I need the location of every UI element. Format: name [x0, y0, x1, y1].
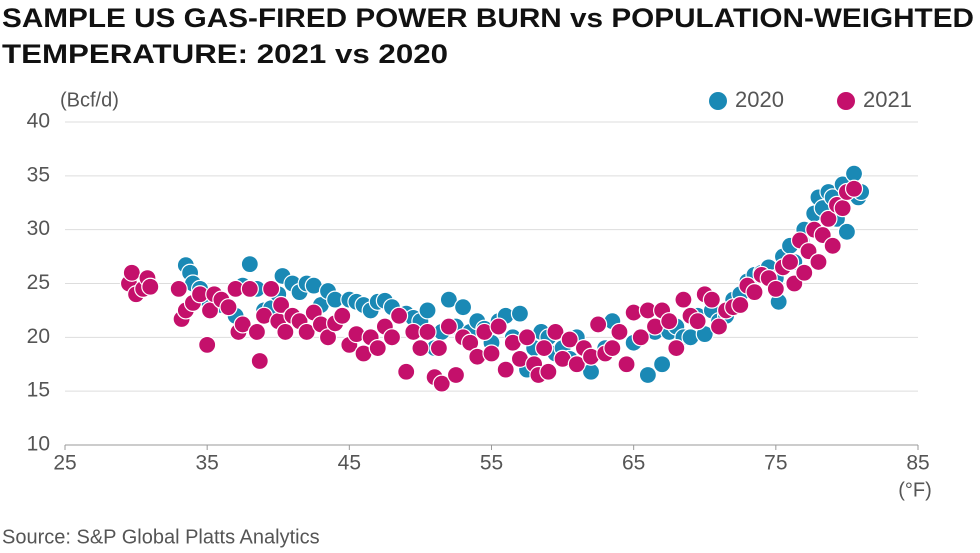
point	[169, 279, 188, 298]
point	[240, 255, 259, 274]
y-tick-label: 20	[27, 325, 50, 348]
point	[297, 322, 316, 342]
point	[397, 362, 416, 381]
point	[439, 317, 458, 336]
point	[389, 306, 409, 325]
x-tick-label: 45	[338, 452, 361, 475]
point	[819, 209, 838, 228]
legend: 2020 2021	[709, 87, 912, 112]
point	[731, 295, 750, 315]
point	[702, 290, 721, 309]
point	[837, 222, 857, 241]
point	[411, 339, 430, 358]
point	[844, 179, 864, 198]
y-tick-label: 30	[27, 217, 50, 240]
point	[496, 360, 515, 379]
point	[333, 306, 352, 325]
point	[809, 252, 828, 272]
point	[617, 355, 636, 374]
legend-label: 2021	[863, 87, 912, 112]
point	[250, 351, 269, 371]
point	[560, 330, 579, 349]
point	[233, 315, 252, 334]
point	[141, 277, 160, 296]
point	[432, 374, 451, 393]
legend-marker	[709, 92, 727, 110]
legend-label: 2020	[735, 87, 784, 112]
source: Source: S&P Global Platts Analytics	[2, 526, 320, 548]
point	[745, 283, 764, 302]
point	[610, 322, 629, 342]
points	[119, 164, 871, 393]
point	[122, 263, 141, 282]
point	[795, 263, 814, 282]
point	[382, 328, 402, 347]
point	[418, 322, 437, 342]
point	[418, 301, 437, 320]
point	[198, 335, 217, 354]
point	[567, 355, 586, 374]
point	[652, 355, 672, 374]
point	[276, 322, 295, 342]
point	[603, 339, 622, 358]
grid: 10 15 20 25 30 35 40 25 35 45 55 65 75 85	[27, 110, 930, 475]
point	[546, 322, 565, 342]
x-tick-label: 35	[195, 452, 218, 475]
x-axis-label: (°F)	[898, 479, 932, 501]
legend-marker	[837, 92, 855, 110]
point	[709, 317, 729, 336]
point	[453, 298, 473, 317]
point	[667, 339, 686, 358]
point	[638, 365, 657, 385]
chart-title: TEMPERATURE: 2021 vs 2020	[2, 39, 448, 69]
point	[510, 304, 530, 323]
point	[823, 236, 842, 255]
point	[240, 279, 259, 298]
point	[631, 328, 650, 347]
point	[535, 339, 554, 358]
point	[368, 339, 387, 358]
point	[688, 312, 707, 331]
point	[271, 295, 291, 315]
x-tick-label: 25	[53, 452, 76, 475]
chart-title: SAMPLE US GAS-FIRED POWER BURN vs POPULA…	[2, 3, 974, 33]
point	[844, 164, 864, 183]
point	[833, 199, 852, 218]
point	[489, 317, 508, 336]
point	[780, 252, 800, 272]
point	[219, 298, 238, 317]
point	[262, 279, 281, 298]
point	[589, 315, 608, 334]
y-tick-label: 35	[27, 163, 50, 186]
point	[660, 312, 679, 331]
point	[539, 362, 558, 381]
point	[482, 344, 501, 363]
y-tick-label: 15	[27, 379, 50, 402]
y-tick-label: 10	[27, 433, 50, 456]
x-tick-label: 75	[764, 452, 787, 475]
point	[517, 328, 537, 347]
y-axis-label: (Bcf/d)	[60, 89, 119, 111]
point	[429, 339, 448, 358]
point	[439, 290, 458, 309]
x-tick-label: 55	[480, 452, 503, 475]
point	[674, 290, 693, 309]
y-tick-label: 25	[27, 271, 50, 294]
point	[766, 279, 785, 298]
y-tick-label: 40	[27, 110, 50, 133]
x-tick-label: 85	[906, 452, 929, 475]
x-tick-label: 65	[622, 452, 645, 475]
point	[446, 365, 466, 385]
point	[247, 322, 267, 342]
